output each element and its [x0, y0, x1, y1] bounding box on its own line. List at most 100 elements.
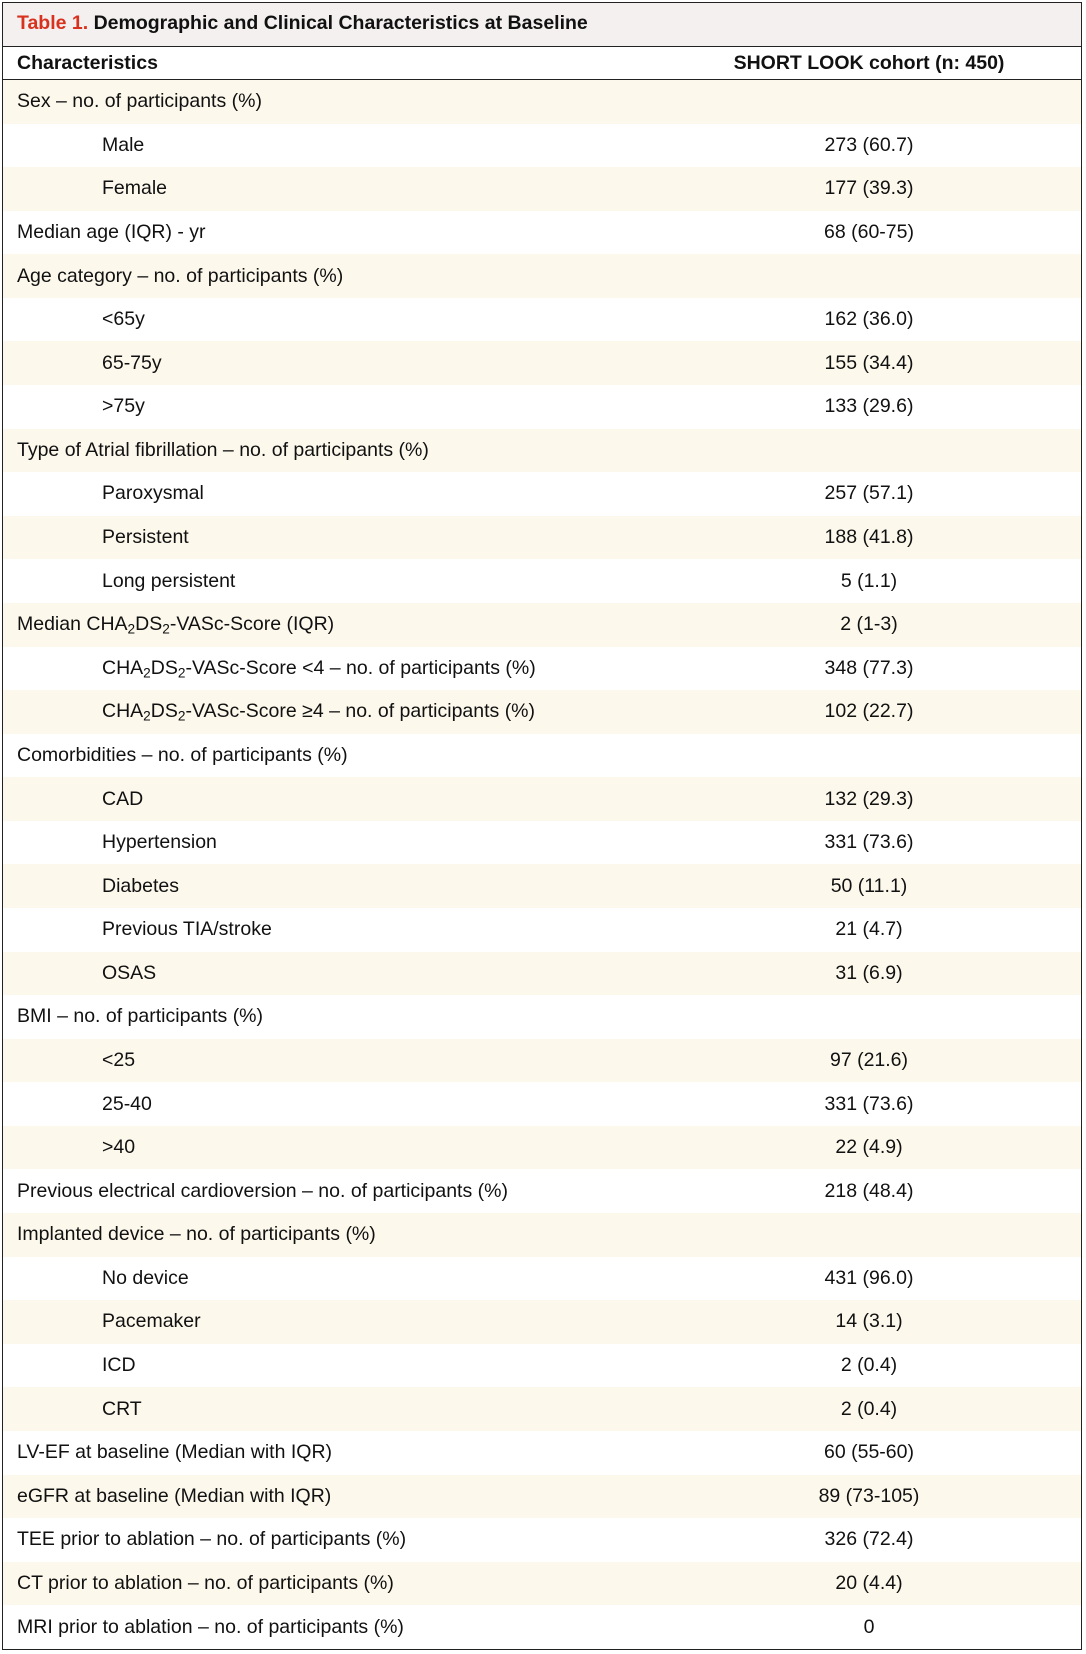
- row-label: 25-40: [102, 1092, 152, 1115]
- table-body: Sex – no. of participants (%) Male 273 (60…: [3, 80, 1081, 1649]
- table-row: <65y 162 (36.0): [3, 298, 1081, 342]
- row-value: 14 (3.1): [835, 1310, 903, 1333]
- table-row: Male 273 (60.7): [3, 124, 1081, 168]
- row-value: 2 (0.4): [840, 1397, 898, 1420]
- table-row: Persistent 188 (41.8): [3, 515, 1081, 560]
- row-value: 133 (29.6): [824, 395, 914, 418]
- table-row: Previous TIA/stroke 21 (4.7): [3, 908, 1081, 952]
- row-label: CT prior to ablation – no. of participan…: [17, 1571, 394, 1594]
- table-number: Table 1.: [17, 12, 89, 34]
- row-label: Implanted device – no. of participants (…: [17, 1223, 376, 1246]
- row-label: Pacemaker: [102, 1310, 201, 1333]
- row-label: MRI prior to ablation – no. of participa…: [17, 1615, 404, 1638]
- row-label: Median age (IQR) - yr: [17, 221, 206, 244]
- row-label: <65y: [102, 308, 145, 331]
- row-value: 177 (39.3): [824, 177, 914, 200]
- table-row: CAD 132 (29.3): [3, 777, 1081, 821]
- row-label: CRT: [102, 1397, 142, 1420]
- row-value: 97 (21.6): [829, 1049, 909, 1071]
- table-row: <25 97 (21.6): [3, 1038, 1081, 1083]
- row-label: Median CHA2DS2-VASc-Score (IQR): [17, 613, 335, 637]
- row-value: 188 (41.8): [824, 526, 914, 549]
- row-label: Previous electrical cardioversion – no. …: [17, 1179, 508, 1202]
- row-value: 348 (77.3): [824, 656, 914, 679]
- row-label: Comorbidities – no. of participants (%): [17, 743, 348, 766]
- row-label: Persistent: [102, 526, 189, 549]
- row-label: >40: [102, 1136, 136, 1159]
- table-row: Female 177 (39.3): [3, 167, 1081, 211]
- row-value: 102 (22.7): [824, 700, 914, 723]
- header-cohort: SHORT LOOK cohort (n: 450): [733, 51, 1005, 74]
- table-row: eGFR at baseline (Median with IQR) 89 (73…: [3, 1474, 1081, 1519]
- row-value: 162 (36.0): [824, 308, 914, 331]
- row-value: 2 (0.4): [840, 1354, 898, 1377]
- table-row: >40 22 (4.9): [3, 1125, 1081, 1170]
- table-row: TEE prior to ablation – no. of participa…: [3, 1518, 1081, 1562]
- row-value: 326 (72.4): [824, 1528, 914, 1551]
- table-row: ICD 2 (0.4): [3, 1344, 1081, 1388]
- row-label: Previous TIA/stroke: [102, 918, 272, 941]
- row-label: >75y: [102, 395, 145, 418]
- row-value: 21 (4.7): [835, 918, 903, 941]
- row-value: 0: [863, 1615, 875, 1638]
- row-value: 20 (4.4): [835, 1571, 903, 1594]
- table-row: CRT 2 (0.4): [3, 1387, 1081, 1431]
- row-value: 331 (73.6): [824, 831, 914, 854]
- row-value: 5 (1.1): [840, 569, 898, 592]
- row-label: LV-EF at baseline (Median with IQR): [17, 1441, 333, 1464]
- table-row: Type of Atrial fibrillation – no. of par…: [3, 428, 1081, 473]
- table-row: BMI – no. of participants (%): [3, 995, 1081, 1039]
- row-value: 50 (11.1): [830, 874, 908, 897]
- row-label: CHA2DS2-VASc-Score <4 – no. of participa…: [102, 656, 536, 681]
- table-row: Diabetes 50 (11.1): [3, 864, 1081, 908]
- row-value: 31 (6.9): [835, 961, 903, 984]
- table-row: 65-75y 155 (34.4): [3, 341, 1081, 386]
- table-row: CT prior to ablation – no. of participan…: [3, 1561, 1081, 1606]
- table-caption: Table 1. Demographic and Clinical Charac…: [3, 3, 1081, 47]
- row-value: 273 (60.7): [824, 133, 914, 156]
- row-value: 331 (73.6): [824, 1092, 914, 1115]
- table-row: Age category – no. of participants (%): [3, 254, 1081, 298]
- table-row: 25-40 331 (73.6): [3, 1082, 1081, 1126]
- row-value: 132 (29.3): [824, 787, 914, 810]
- row-label: Hypertension: [102, 831, 217, 854]
- table-row: LV-EF at baseline (Median with IQR) 60 (5…: [3, 1431, 1081, 1475]
- row-value: 22 (4.9): [835, 1136, 903, 1159]
- row-label: OSAS: [102, 961, 157, 984]
- row-label: Sex – no. of participants (%): [17, 90, 262, 113]
- header-characteristics: Characteristics: [17, 51, 158, 74]
- row-value: 60 (55-60): [824, 1441, 914, 1464]
- row-value: 431 (96.0): [824, 1266, 914, 1289]
- row-label: Paroxysmal: [102, 482, 204, 505]
- row-label: No device: [102, 1266, 189, 1289]
- row-label: Age category – no. of participants (%): [17, 264, 344, 287]
- table-row: MRI prior to ablation – no. of participa…: [3, 1605, 1081, 1649]
- row-label: CHA2DS2-VASc-Score ≥4 – no. of participa…: [102, 700, 536, 724]
- row-value: 155 (34.4): [824, 351, 914, 374]
- table-row: Previous electrical cardioversion – no. …: [3, 1169, 1081, 1213]
- row-label: CAD: [102, 787, 144, 810]
- row-label: eGFR at baseline (Median with IQR): [17, 1484, 332, 1507]
- row-label: ICD: [102, 1354, 136, 1377]
- row-value: 2 (1-3): [840, 613, 898, 636]
- table-row: >75y 133 (29.6): [3, 385, 1081, 429]
- row-label: Long persistent: [102, 569, 236, 592]
- table-header-row: Characteristics SHORT LOOK cohort (n: 45…: [3, 47, 1081, 80]
- table-row: Paroxysmal 257 (57.1): [3, 472, 1081, 516]
- table-row: Sex – no. of participants (%): [3, 80, 1081, 124]
- row-label: <25: [102, 1049, 136, 1071]
- row-value: 68 (60-75): [824, 221, 914, 244]
- table-row: CHA2DS2-VASc-Score <4 – no. of participa…: [3, 647, 1081, 691]
- row-value: 218 (48.4): [824, 1179, 914, 1202]
- row-label: BMI – no. of participants (%): [17, 1005, 264, 1028]
- row-label: TEE prior to ablation – no. of participa…: [17, 1528, 407, 1551]
- table-row: Implanted device – no. of participants (…: [3, 1213, 1081, 1257]
- table-row: Comorbidities – no. of participants (%): [3, 734, 1081, 778]
- row-label: Type of Atrial fibrillation – no. of par…: [17, 438, 429, 461]
- table-row: OSAS 31 (6.9): [3, 951, 1081, 996]
- row-label: Female: [102, 177, 168, 200]
- row-label: Diabetes: [102, 874, 179, 897]
- table-row: Median age (IQR) - yr 68 (60-75): [3, 211, 1081, 255]
- row-value: 257 (57.1): [824, 482, 914, 505]
